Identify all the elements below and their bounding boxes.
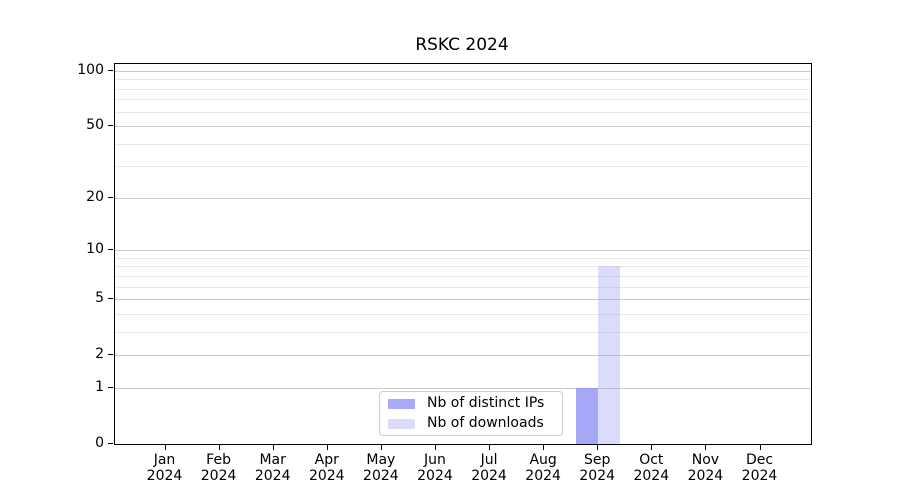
x-label-month: Dec bbox=[745, 452, 774, 468]
gridlines-layer bbox=[115, 64, 811, 444]
x-label-year: 2024 bbox=[633, 468, 670, 484]
y-grid-major-50 bbox=[115, 126, 811, 128]
x-label-year: 2024 bbox=[254, 468, 291, 484]
y-tick-label-0: 0 bbox=[95, 435, 104, 451]
legend-label-distinct-ips: Nb of distinct IPs bbox=[427, 395, 545, 411]
x-tick-label-Oct: Oct 2024 bbox=[619, 452, 683, 484]
x-tick-label-Aug: Aug 2024 bbox=[511, 452, 575, 484]
x-tick-label-May: May 2024 bbox=[349, 452, 413, 484]
x-tick-Aug bbox=[543, 445, 545, 450]
x-tick-May bbox=[380, 445, 382, 450]
x-label-month: Sep bbox=[584, 452, 611, 468]
x-label-year: 2024 bbox=[200, 468, 237, 484]
legend: Nb of distinct IPs Nb of downloads bbox=[379, 391, 563, 436]
y-grid-minor-40 bbox=[115, 143, 811, 145]
x-label-year: 2024 bbox=[471, 468, 507, 484]
y-grid-minor-7 bbox=[115, 275, 811, 277]
bar-downloads-Sep bbox=[598, 266, 621, 444]
x-tick-label-Nov: Nov 2024 bbox=[673, 452, 737, 484]
x-tick-Dec bbox=[759, 445, 761, 450]
y-tick-10 bbox=[108, 249, 113, 251]
legend-item-downloads: Nb of downloads bbox=[388, 415, 562, 432]
y-tick-label-50: 50 bbox=[86, 117, 104, 134]
x-tick-label-Sep: Sep 2024 bbox=[565, 452, 629, 484]
y-grid-minor-90 bbox=[115, 79, 811, 81]
y-grid-minor-80 bbox=[115, 88, 811, 90]
y-grid-major-10 bbox=[115, 250, 811, 252]
y-tick-label-10: 10 bbox=[86, 241, 104, 258]
chart-title: RSKC 2024 bbox=[415, 35, 509, 55]
plot-area: Nb of distinct IPs Nb of downloads bbox=[114, 63, 812, 445]
x-tick-label-Dec: Dec 2024 bbox=[728, 452, 792, 484]
legend-swatch-distinct-ips bbox=[388, 398, 415, 409]
x-tick-label-Mar: Mar 2024 bbox=[241, 452, 305, 484]
x-label-year: 2024 bbox=[741, 468, 778, 484]
x-tick-Jun bbox=[434, 445, 436, 450]
x-tick-Sep bbox=[597, 445, 599, 450]
x-label-month: Apr bbox=[314, 452, 339, 468]
x-label-month: Feb bbox=[206, 452, 231, 468]
x-tick-Oct bbox=[651, 445, 653, 450]
x-label-year: 2024 bbox=[687, 468, 724, 484]
x-label-year: 2024 bbox=[308, 468, 345, 484]
y-grid-major-2 bbox=[115, 355, 811, 357]
y-grid-major-1 bbox=[115, 387, 811, 389]
x-label-month: Jul bbox=[480, 452, 498, 468]
y-grid-minor-4 bbox=[115, 313, 811, 315]
x-tick-label-Jun: Jun 2024 bbox=[403, 452, 467, 484]
y-tick-50 bbox=[108, 125, 113, 127]
y-tick-label-100: 100 bbox=[77, 61, 104, 78]
y-grid-minor-3 bbox=[115, 331, 811, 333]
x-tick-Apr bbox=[326, 445, 328, 450]
y-grid-major-5 bbox=[115, 299, 811, 301]
legend-label-downloads: Nb of downloads bbox=[427, 415, 544, 431]
x-label-year: 2024 bbox=[363, 468, 399, 484]
legend-swatch-downloads bbox=[388, 418, 415, 429]
y-grid-major-100 bbox=[115, 70, 811, 72]
y-tick-20 bbox=[108, 196, 113, 198]
x-tick-Jan bbox=[164, 445, 166, 450]
x-tick-Nov bbox=[705, 445, 707, 450]
y-tick-5 bbox=[108, 298, 113, 300]
x-label-year: 2024 bbox=[417, 468, 453, 484]
x-tick-label-Jul: Jul 2024 bbox=[457, 452, 521, 484]
x-tick-Feb bbox=[218, 445, 220, 450]
x-label-year: 2024 bbox=[579, 468, 616, 484]
y-grid-minor-70 bbox=[115, 99, 811, 101]
x-tick-Jul bbox=[489, 445, 491, 450]
y-grid-minor-30 bbox=[115, 166, 811, 168]
x-label-month: Jun bbox=[424, 452, 446, 468]
y-tick-0 bbox=[108, 443, 113, 444]
y-grid-minor-9 bbox=[115, 257, 811, 259]
x-label-month: Nov bbox=[691, 452, 720, 468]
y-tick-label-1: 1 bbox=[95, 378, 104, 395]
y-tick-label-2: 2 bbox=[95, 346, 104, 363]
y-tick-2 bbox=[108, 354, 113, 356]
x-tick-label-Apr: Apr 2024 bbox=[295, 452, 359, 484]
y-grid-minor-60 bbox=[115, 111, 811, 113]
y-grid-minor-6 bbox=[115, 286, 811, 288]
y-tick-1 bbox=[108, 386, 113, 388]
x-label-year: 2024 bbox=[525, 468, 561, 484]
y-tick-label-20: 20 bbox=[86, 188, 104, 205]
x-label-month: Oct bbox=[639, 452, 664, 468]
y-grid-minor-8 bbox=[115, 266, 811, 268]
y-tick-100 bbox=[108, 69, 113, 71]
x-label-month: Aug bbox=[529, 452, 557, 468]
x-tick-label-Feb: Feb 2024 bbox=[187, 452, 251, 484]
x-tick-label-Jan: Jan 2024 bbox=[133, 452, 197, 484]
x-tick-Mar bbox=[272, 445, 274, 450]
bars-layer bbox=[115, 64, 811, 444]
legend-item-distinct-ips: Nb of distinct IPs bbox=[388, 395, 562, 412]
y-grid-major-20 bbox=[115, 197, 811, 199]
x-label-month: May bbox=[366, 452, 396, 468]
x-label-month: Mar bbox=[259, 452, 286, 468]
bar-distinct-ips-Sep bbox=[576, 387, 599, 444]
x-label-month: Jan bbox=[153, 452, 176, 468]
y-tick-label-5: 5 bbox=[95, 290, 104, 307]
x-label-year: 2024 bbox=[146, 468, 183, 484]
